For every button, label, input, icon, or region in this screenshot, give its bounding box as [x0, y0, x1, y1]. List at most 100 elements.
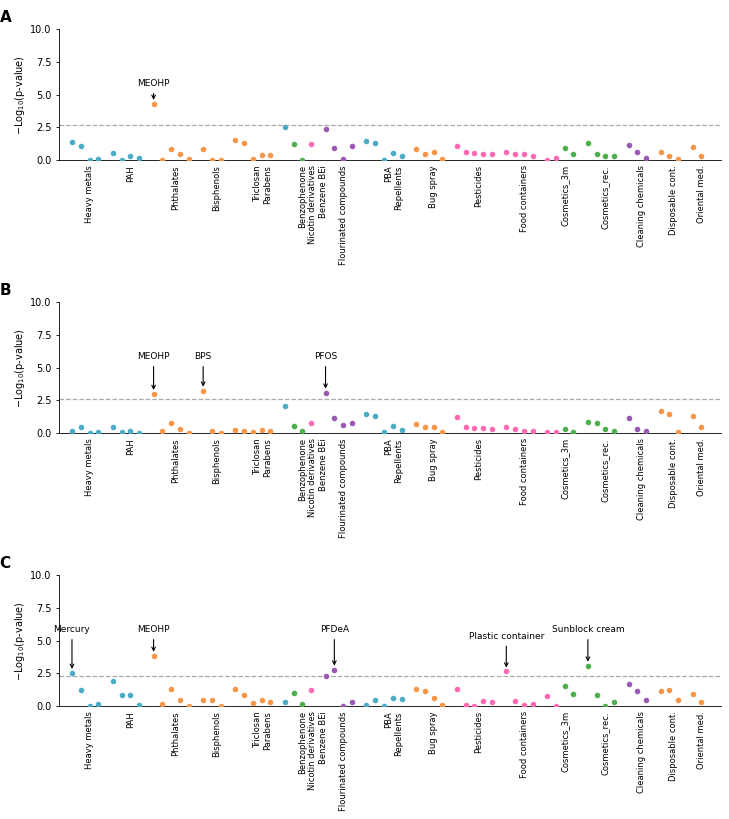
- Point: [215, 699, 227, 713]
- Point: [338, 419, 349, 432]
- Point: [93, 425, 104, 438]
- Point: [279, 400, 291, 413]
- Point: [198, 143, 209, 156]
- Point: [230, 423, 241, 437]
- Point: [370, 693, 381, 706]
- Point: [568, 688, 580, 701]
- Point: [486, 695, 498, 708]
- Point: [510, 147, 521, 161]
- Point: [518, 148, 530, 161]
- Point: [279, 695, 291, 708]
- Point: [672, 693, 684, 706]
- Text: MEOHP: MEOHP: [137, 352, 170, 389]
- Point: [600, 422, 612, 435]
- Point: [687, 687, 698, 700]
- Point: [469, 147, 480, 160]
- Point: [419, 147, 431, 161]
- Point: [623, 138, 634, 152]
- Point: [582, 659, 593, 672]
- Text: Sunblock cream: Sunblock cream: [552, 625, 624, 660]
- Point: [655, 685, 666, 698]
- Point: [116, 154, 128, 167]
- Point: [361, 134, 373, 147]
- Point: [133, 152, 145, 165]
- Point: [591, 148, 603, 161]
- Point: [469, 699, 480, 713]
- Point: [174, 422, 186, 435]
- Point: [183, 699, 195, 713]
- Point: [84, 153, 95, 166]
- Point: [75, 420, 87, 433]
- Text: C: C: [0, 556, 11, 571]
- Point: [687, 409, 698, 422]
- Point: [623, 411, 634, 424]
- Point: [133, 426, 145, 439]
- Point: [527, 149, 539, 162]
- Point: [370, 409, 381, 422]
- Text: Mercury: Mercury: [54, 625, 90, 667]
- Point: [437, 699, 448, 712]
- Point: [75, 683, 87, 696]
- Point: [550, 152, 562, 165]
- Point: [527, 425, 539, 438]
- Point: [305, 417, 317, 430]
- Point: [641, 693, 652, 706]
- Point: [460, 699, 472, 712]
- Point: [672, 425, 684, 438]
- Point: [631, 423, 643, 436]
- Point: [107, 147, 119, 160]
- Point: [469, 422, 480, 435]
- Text: A: A: [0, 10, 12, 25]
- Point: [256, 693, 268, 706]
- Point: [84, 426, 95, 439]
- Point: [125, 150, 136, 163]
- Point: [320, 669, 332, 682]
- Point: [396, 693, 408, 706]
- Point: [663, 683, 675, 696]
- Point: [437, 425, 448, 438]
- Point: [206, 693, 218, 706]
- Point: [501, 665, 512, 678]
- Point: [305, 683, 317, 696]
- Point: [93, 698, 104, 711]
- Point: [387, 147, 399, 160]
- Text: PFOS: PFOS: [314, 352, 337, 387]
- Point: [501, 146, 512, 159]
- Point: [568, 147, 580, 161]
- Point: [591, 689, 603, 702]
- Text: B: B: [0, 283, 11, 298]
- Point: [288, 686, 300, 699]
- Point: [550, 699, 562, 713]
- Point: [125, 689, 136, 702]
- Point: [215, 426, 227, 439]
- Point: [107, 420, 119, 433]
- Point: [157, 424, 168, 437]
- Point: [66, 425, 78, 438]
- Point: [93, 152, 104, 165]
- Text: BPS: BPS: [195, 352, 212, 386]
- Point: [256, 423, 268, 437]
- Point: [655, 146, 666, 159]
- Text: Plastic container: Plastic container: [469, 631, 544, 667]
- Point: [265, 424, 276, 437]
- Point: [378, 154, 390, 167]
- Point: [361, 699, 373, 712]
- Point: [451, 683, 462, 696]
- Point: [148, 649, 160, 663]
- Y-axis label: $-$Log$_{10}$(p-value): $-$Log$_{10}$(p-value): [13, 600, 28, 681]
- Point: [230, 133, 241, 147]
- Point: [695, 421, 707, 434]
- Point: [329, 411, 340, 424]
- Point: [518, 424, 530, 437]
- Point: [297, 698, 308, 711]
- Point: [215, 153, 227, 166]
- Point: [510, 423, 521, 436]
- Point: [297, 154, 308, 167]
- Point: [600, 699, 612, 713]
- Point: [107, 674, 119, 687]
- Point: [559, 680, 571, 693]
- Point: [419, 421, 431, 434]
- Point: [84, 699, 95, 713]
- Point: [174, 694, 186, 707]
- Point: [288, 419, 300, 432]
